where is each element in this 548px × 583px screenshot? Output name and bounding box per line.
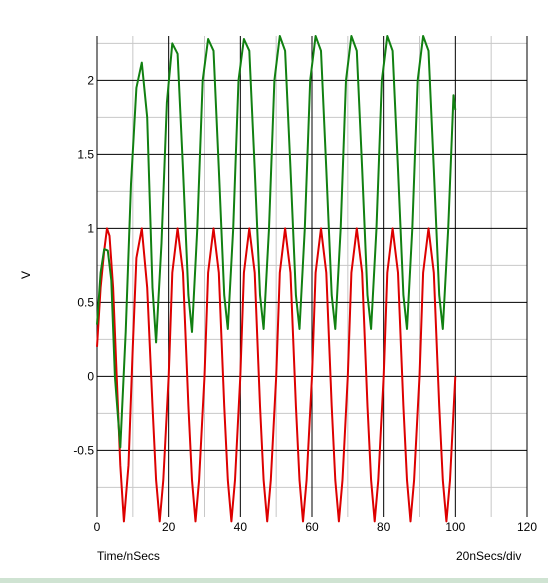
series-line-1 [96,227,457,523]
series-layer [96,35,457,523]
x-tick-label: 80 [377,520,391,534]
y-tick-label: -0.5 [73,443,94,457]
status-strip [0,578,548,583]
series-line-2 [96,35,457,449]
x-tick-label: 60 [305,520,319,534]
x-tick-label: 0 [94,520,101,534]
x-division-label: 20nSecs/div [456,549,522,563]
y-axis-label: V [19,270,34,280]
y-tick-label: 0.5 [77,295,94,309]
y-tick-labels: -0.5 0 0.5 1 1.5 2 [73,73,94,457]
y-tick-label: 1.5 [77,147,94,161]
x-tick-labels: 0 20 40 60 80 100 120 [94,520,538,534]
x-tick-label: 20 [162,520,176,534]
x-tick-label: 120 [517,520,537,534]
x-tick-label: 40 [234,520,248,534]
x-axis-label: Time/nSecs [97,549,160,563]
y-tick-label: 1 [87,221,94,235]
major-gridlines [97,36,528,517]
y-tick-label: 0 [87,369,94,383]
x-tick-label: 100 [445,520,465,534]
y-tick-label: 2 [87,73,94,87]
